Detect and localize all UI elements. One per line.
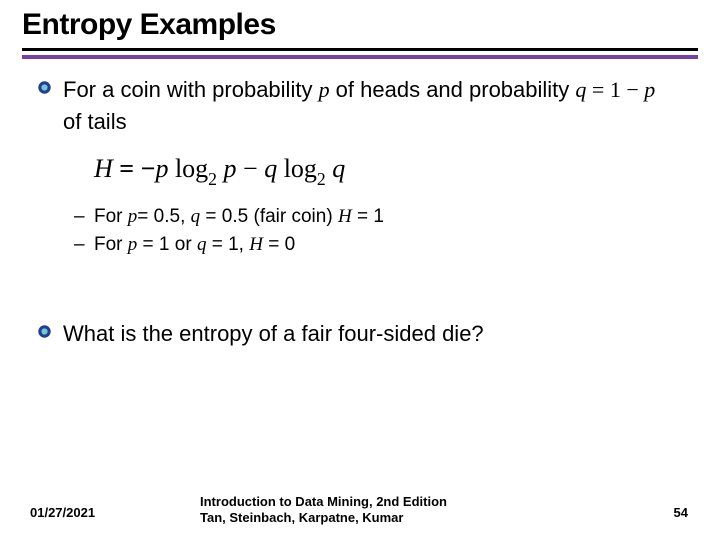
question-text: What is the entropy of a fair four-sided… [63,321,484,346]
math-eq: = 1 − [586,77,644,102]
sub-bullet-1: – For p= 0.5, q = 0.5 (fair coin) H = 1 [74,206,678,228]
sub-text-1: For p= 0.5, q = 0.5 (fair coin) H = 1 [94,206,384,228]
math-p: p [128,234,138,255]
content-area: For a coin with probability p of heads a… [38,74,678,356]
sub-bullet-2: – For p = 1 or q = 1, H = 0 [74,234,678,256]
footer-line2: Tan, Steinbach, Karpatne, Kumar [200,510,403,525]
dash-icon: – [74,234,88,256]
entropy-equation: H = −p log2 p − q log2 q [94,154,678,188]
eq-q2: q [332,154,345,183]
math-H: H [338,206,352,227]
text-frag: = 0 [263,234,295,255]
text-frag: = 1 [352,206,384,227]
text-frag: = 1 or [137,234,197,255]
slide-title: Entropy Examples [22,8,276,42]
bullet-text-1: For a coin with probability p of heads a… [63,74,678,138]
bullet-item-2: What is the entropy of a fair four-sided… [38,318,678,350]
footer-page-number: 54 [674,505,688,520]
text-frag: of heads and probability [330,77,576,102]
divider-purple [22,55,698,59]
text-frag: = 1, [206,234,249,255]
eq-sub2: 2 [208,169,217,189]
eq-p2: p [224,154,237,183]
eq-q: q [264,154,277,183]
bullet-item-1: For a coin with probability p of heads a… [38,74,678,138]
sub-text-2: For p = 1 or q = 1, H = 0 [94,234,295,256]
text-frag: of tails [63,109,127,134]
eq-minus2: − [237,154,265,183]
math-H: H [249,234,263,255]
eq-p: p [155,154,168,183]
text-frag: = 0.5, [137,206,190,227]
math-p: p [128,206,138,227]
text-frag: For [94,206,128,227]
slide-footer: 01/27/2021 Introduction to Data Mining, … [0,486,720,526]
footer-line1: Introduction to Data Mining, 2nd Edition [200,494,447,509]
text-frag: = 0.5 (fair coin) [200,206,338,227]
footer-date: 01/27/2021 [30,505,95,520]
eq-equals: = [119,154,140,183]
text-frag: For a coin with probability [63,77,319,102]
eq-log2: log [277,154,317,183]
math-q: q [191,206,201,227]
eq-H: H [94,154,113,183]
bullet-text-2: What is the entropy of a fair four-sided… [63,318,484,350]
eq-sub2b: 2 [317,169,326,189]
bullet-icon [38,81,51,94]
math-p: p [319,77,330,102]
dash-icon: – [74,206,88,228]
math-q: q [575,77,586,102]
eq-minus: − [141,154,156,183]
divider-black [22,48,698,51]
bullet-icon [38,325,51,338]
math-p: p [644,77,655,102]
eq-log: log [168,154,208,183]
text-frag: For [94,234,128,255]
footer-attribution: Introduction to Data Mining, 2nd Edition… [200,494,520,527]
slide: { "title": { "text": "Entropy Examples",… [0,0,720,540]
